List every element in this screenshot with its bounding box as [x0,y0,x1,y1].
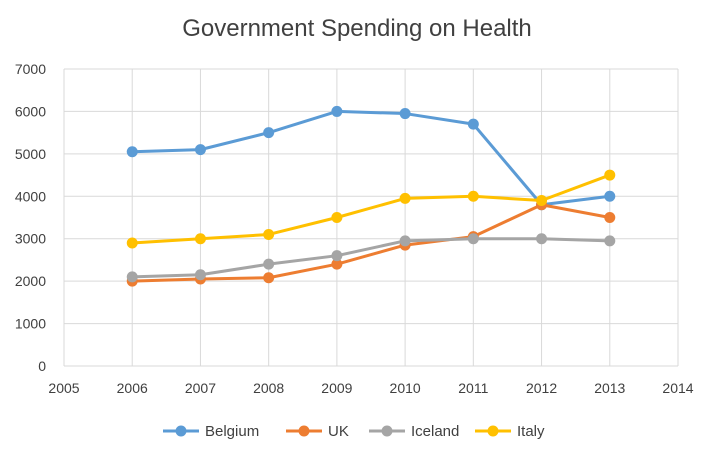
x-tick-label: 2007 [185,380,216,396]
data-point [604,235,616,247]
series-line [130,237,612,279]
legend-swatch-marker [381,425,393,437]
series-italy [126,169,616,249]
data-point [399,192,411,204]
data-point [263,258,275,270]
x-tick-label: 2008 [253,380,284,396]
data-point [604,190,616,202]
legend-label: Belgium [205,423,259,440]
data-point [331,105,343,117]
legend-item-iceland: Iceland [369,423,459,440]
data-point [604,212,616,223]
x-tick-label: 2013 [594,380,625,396]
series-lines [126,105,616,287]
data-point [399,108,411,120]
y-tick-label: 5000 [15,146,46,162]
legend-item-italy: Italy [475,423,545,440]
data-point [536,195,548,207]
data-point [194,144,206,156]
chart-title: Government Spending on Health [182,15,532,42]
data-point [331,212,343,223]
legend-item-uk: UK [286,423,349,440]
data-point [331,258,343,270]
x-tick-label: 2010 [390,380,421,396]
legend-label: Iceland [411,423,459,440]
y-tick-label: 6000 [15,103,46,119]
x-tick-label: 2011 [458,380,488,396]
data-point [263,127,275,139]
legend-swatch-marker [487,425,499,437]
data-point [604,169,616,181]
y-tick-label: 4000 [15,188,46,204]
series-line [130,109,612,207]
legend-label: Italy [517,423,545,440]
data-point [467,233,479,245]
y-tick-label: 2000 [15,273,46,289]
data-point [194,233,206,245]
series-iceland [126,233,616,283]
legend: Belgium UK Iceland Italy [163,423,545,440]
x-tick-label: 2009 [321,380,352,396]
data-point [399,235,411,247]
data-point [126,271,138,283]
series-line [130,203,612,283]
y-axis-ticks: 0 1000 2000 3000 4000 5000 6000 7000 [15,61,46,374]
legend-label: UK [328,423,349,440]
series-line [130,173,612,245]
x-tick-label: 2006 [117,380,148,396]
legend-item-belgium: Belgium [163,423,259,440]
x-axis-ticks: 2005 2006 2007 2008 2009 2010 2011 2012 2013 2014 [48,380,693,396]
y-tick-label: 0 [38,358,46,374]
data-point [467,118,479,130]
data-point [126,237,138,249]
x-tick-label: 2005 [48,380,79,396]
x-tick-label: 2014 [662,380,693,396]
y-tick-label: 3000 [15,231,46,247]
x-tick-label: 2012 [526,380,557,396]
data-point [263,272,275,284]
data-point [467,190,479,202]
data-point [536,233,548,245]
data-point [331,250,343,262]
y-tick-label: 1000 [15,316,46,332]
data-point [263,228,275,240]
legend-swatch-marker [175,425,187,437]
y-tick-label: 7000 [15,61,46,77]
data-point [126,146,138,158]
legend-swatch-marker [298,425,310,437]
data-point [194,269,206,281]
